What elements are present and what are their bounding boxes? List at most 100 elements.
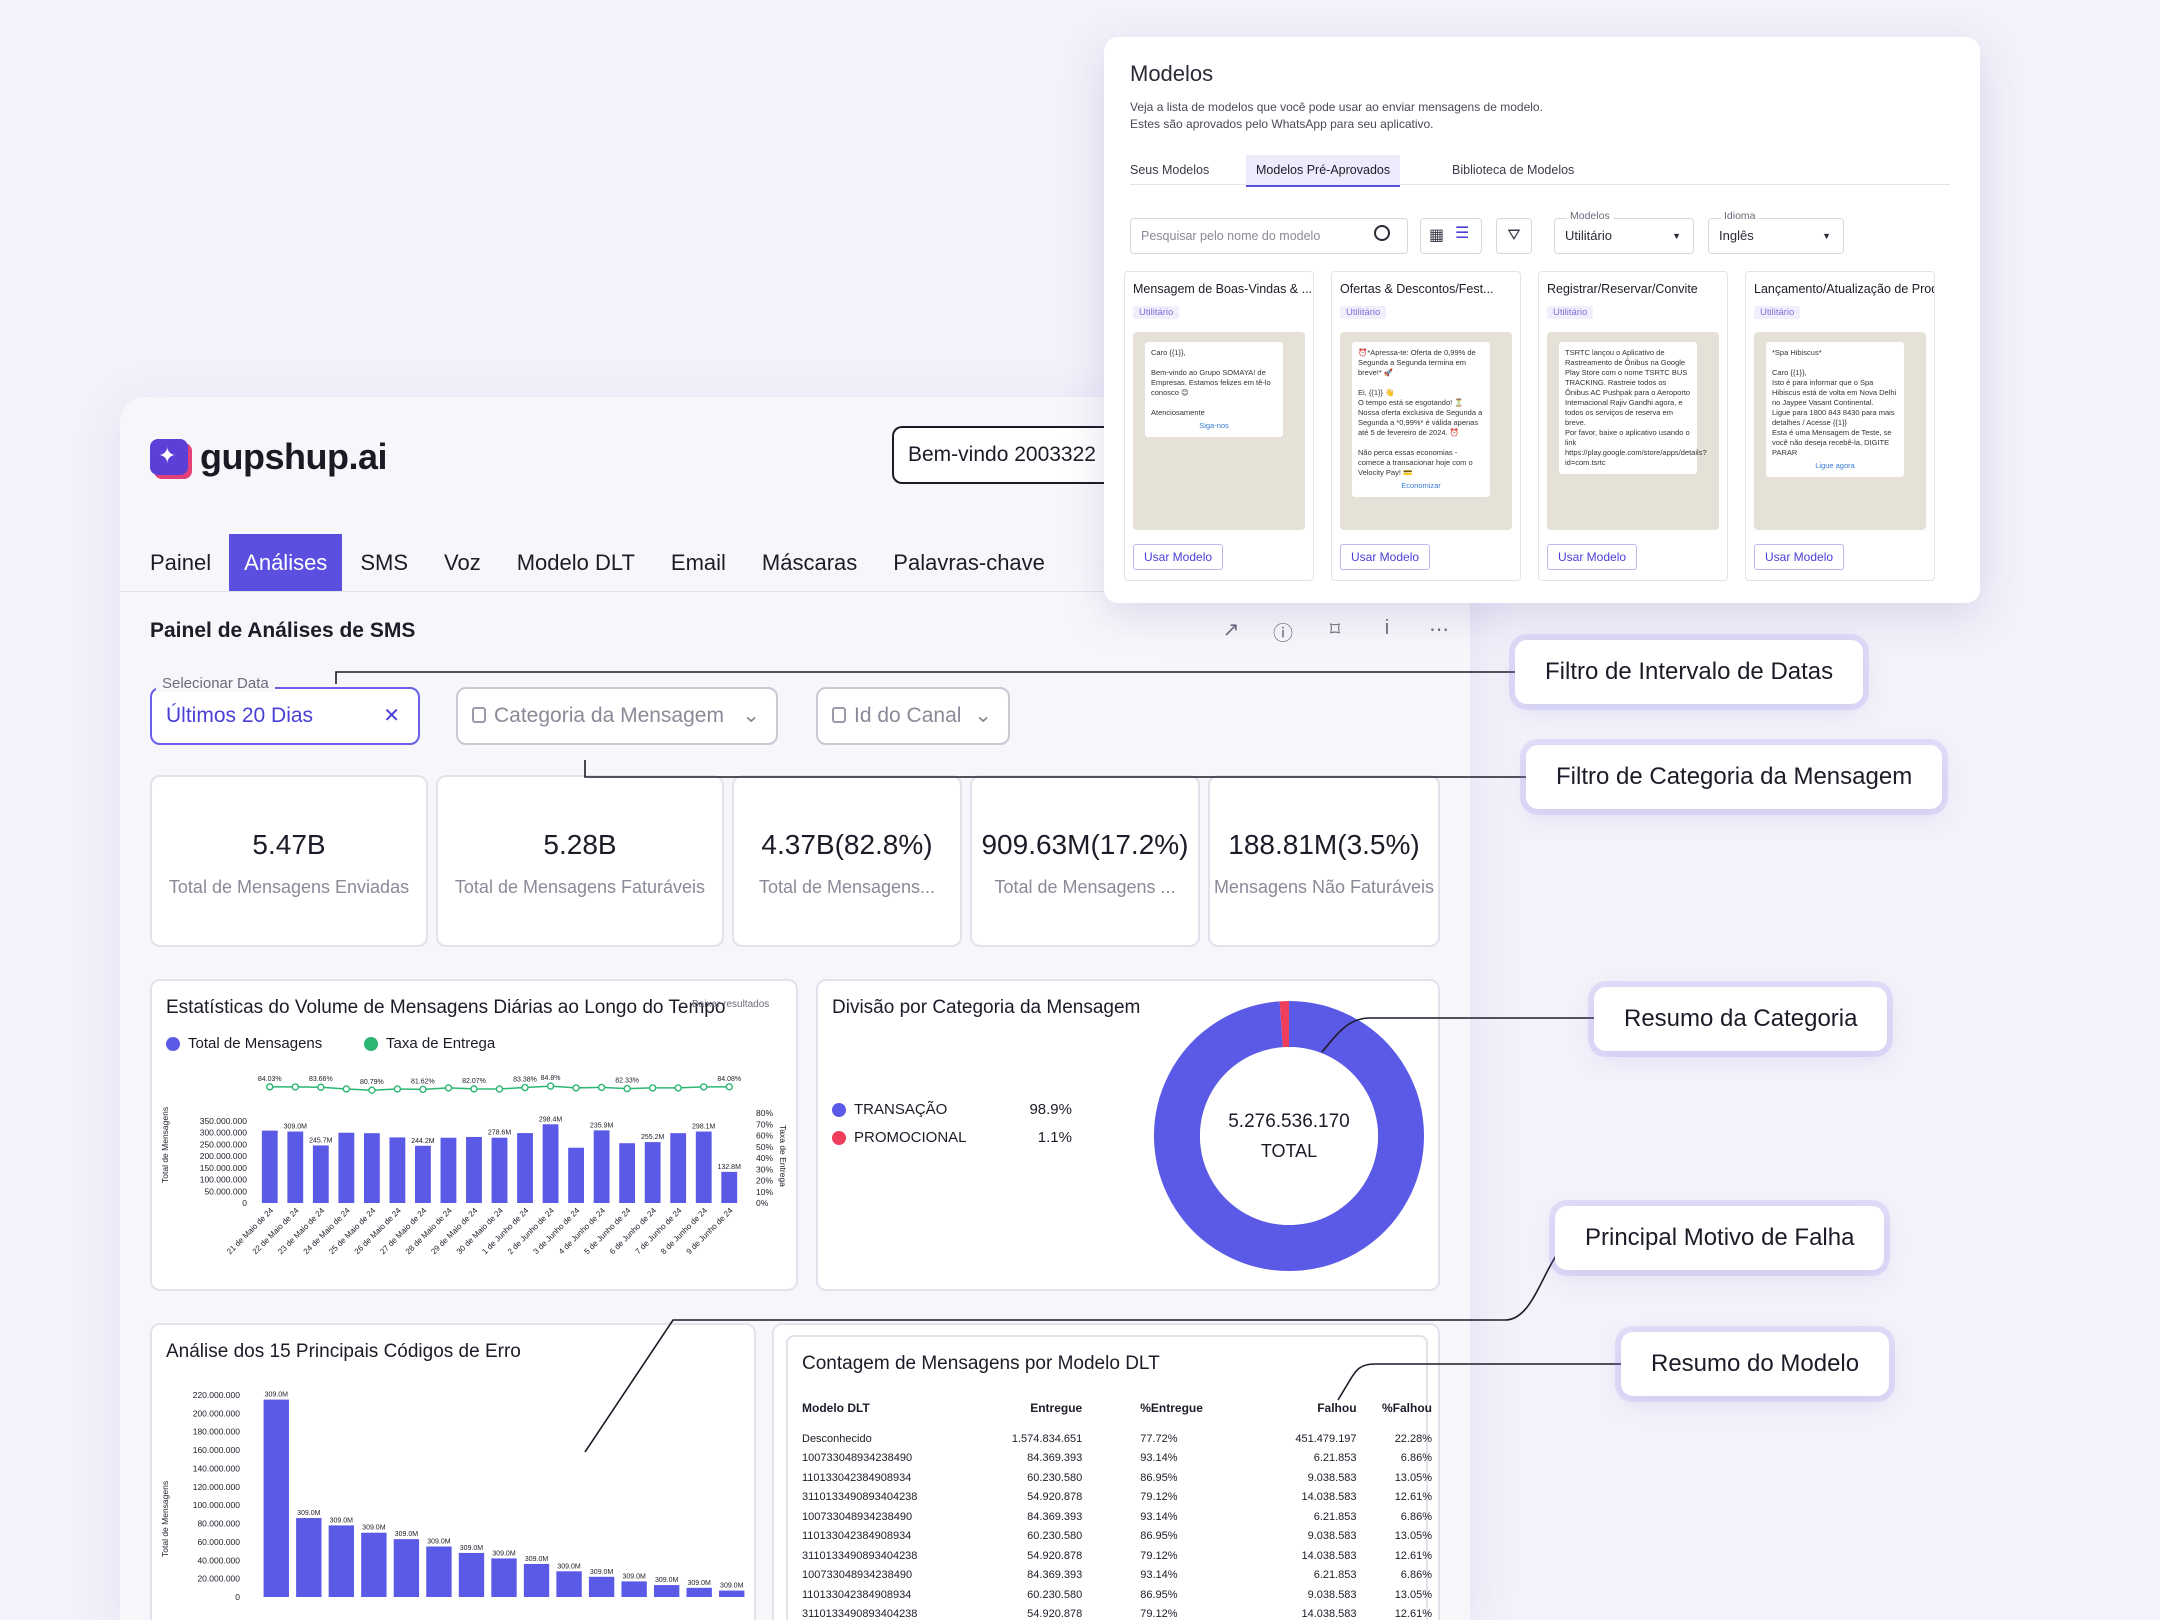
- kpi-label: Total de Mensagens ...: [994, 877, 1176, 897]
- brand-logo[interactable]: ✦ gupshup.ai: [150, 436, 388, 477]
- nav-item-modelo-dlt[interactable]: Modelo DLT: [516, 550, 635, 575]
- language-dropdown[interactable]: Idioma Inglês ▼: [1708, 209, 1844, 254]
- kpi-value: 5.47B: [252, 829, 326, 860]
- table-cell: 93.14%: [1140, 1569, 1178, 1582]
- grid-view-icon[interactable]: ▦: [1429, 227, 1445, 244]
- table-cell: 79.12%: [1140, 1549, 1178, 1562]
- table-cell: 86.95%: [1140, 1471, 1178, 1484]
- use-template-button[interactable]: Usar Modelo: [1133, 544, 1224, 570]
- y2-tick-label: 80%: [756, 1108, 773, 1118]
- delivery-rate-point: [597, 1083, 606, 1092]
- kpi-value: 909.63M(17.2%): [981, 829, 1189, 860]
- kpi-card: 909.63M(17.2%) Total de Mensagens ...: [970, 775, 1200, 947]
- y2-tick-label: 20%: [756, 1176, 773, 1186]
- list-view-icon[interactable]: ☰: [1455, 225, 1470, 242]
- template-search-input[interactable]: Pesquisar pelo nome do modelo: [1130, 218, 1408, 254]
- language-dropdown-value: Inglês: [1719, 228, 1754, 243]
- more-icon[interactable]: ⋯: [1429, 619, 1449, 641]
- table-cell: 84.369.393: [1027, 1569, 1083, 1582]
- main-nav: Painel Análises SMS Voz Modelo DLT Email…: [120, 534, 1470, 592]
- template-preview: TSRTC lançou o Aplicativo de Rastreament…: [1547, 332, 1719, 530]
- caret-down-icon: ▼: [1672, 231, 1681, 241]
- table-row: 311013349089340423​8 54.920.878 79.12% 14.0…: [802, 1488, 1432, 1508]
- bookmark-icon[interactable]: ⌑: [1329, 619, 1341, 641]
- bar: [588, 1576, 615, 1597]
- bar: [312, 1145, 329, 1203]
- tab-template-library[interactable]: Biblioteca de Modelos: [1452, 163, 1575, 177]
- category-chart-title: Divisão por Categoria da Mensagem: [832, 997, 1141, 1018]
- message-cta-link[interactable]: Economizar: [1401, 481, 1441, 490]
- table-cell: 13.05%: [1394, 1471, 1432, 1484]
- y2-tick-label: 30%: [756, 1164, 773, 1174]
- date-range-filter[interactable]: Últimos 20 Dias ✕: [150, 687, 420, 745]
- message-category-select[interactable]: Categoria da Mensagem ⌄: [456, 687, 778, 745]
- search-icon[interactable]: [1374, 225, 1390, 241]
- tab-your-templates[interactable]: Seus Modelos: [1130, 163, 1210, 177]
- template-card: Ofertas & Descontos/Fest... Utilitário ⏰*A…: [1331, 271, 1521, 581]
- bar-value-label: 309.0M: [688, 1580, 712, 1587]
- y-tick-label: 120.000.000: [193, 1482, 241, 1492]
- table-cell: 60.230.580: [1027, 1530, 1083, 1543]
- delivery-rate-point: [393, 1085, 402, 1093]
- chevron-down-icon: ⌄: [974, 704, 992, 727]
- donut-total-label: TOTAL: [1260, 1141, 1318, 1161]
- y-tick-label: 150.000.000: [200, 1163, 248, 1173]
- filter-icon[interactable]: ⛛: [1496, 218, 1532, 254]
- nav-item-palavras-chave[interactable]: Palavras-chave: [893, 550, 1045, 575]
- connector-date: [335, 671, 1518, 684]
- delivery-rate-label: 80.79%: [360, 1079, 384, 1086]
- use-template-button[interactable]: Usar Modelo: [1754, 544, 1845, 570]
- nav-item-email[interactable]: Email: [670, 550, 726, 575]
- table-cell: 12.61%: [1394, 1608, 1432, 1620]
- view-toggle[interactable]: ▦ ☰: [1420, 218, 1482, 254]
- message-cta-link[interactable]: Ligue agora: [1815, 461, 1855, 470]
- gupshup-logo-icon: ✦: [150, 439, 188, 475]
- delivery-rate-label: 83.66%: [309, 1076, 333, 1083]
- download-results-link[interactable]: Baixar resultados: [692, 999, 770, 1010]
- tab-pre-approved[interactable]: Modelos Pré-Aprovados: [1246, 155, 1401, 187]
- nav-item-sms[interactable]: SMS: [360, 550, 408, 575]
- template-category-badge: Utilitário: [1754, 306, 1801, 319]
- y-tick-label: 40.000.000: [197, 1555, 240, 1565]
- category-pct: 1.1%: [1037, 1129, 1072, 1146]
- y-tick-label: 160.000.000: [193, 1445, 241, 1455]
- nav-item-analises[interactable]: Análises: [229, 534, 343, 591]
- nav-item-painel[interactable]: Painel: [150, 550, 212, 575]
- table-cell: 86.95%: [1140, 1530, 1178, 1543]
- y-tick-label: 0: [235, 1592, 240, 1602]
- y2-tick-label: 10%: [756, 1187, 773, 1197]
- use-template-button[interactable]: Usar Modelo: [1547, 544, 1638, 570]
- delivery-rate-label: 84.03%: [258, 1076, 282, 1083]
- table-cell: 13.05%: [1394, 1530, 1432, 1543]
- bar-value-label: 309.0M: [330, 1517, 354, 1524]
- bar: [517, 1133, 533, 1203]
- legend-item: Taxa de Entrega: [364, 1035, 495, 1052]
- delivery-rate-point: [291, 1083, 299, 1091]
- bar: [523, 1563, 550, 1597]
- modal-description: Veja a lista de modelos que você pode us…: [1130, 99, 1650, 133]
- info-icon[interactable]: i: [1384, 617, 1390, 639]
- channel-id-select[interactable]: Id do Canal ⌄: [816, 687, 1010, 745]
- table-row: 110133042384908934 60.230.580 86.95% 9.038.…: [802, 1527, 1432, 1547]
- templates-modal: Modelos Veja a lista de modelos que você…: [1104, 37, 1980, 603]
- template-card: Mensagem de Boas-Vindas & ... Utilitário C…: [1124, 271, 1314, 581]
- nav-item-voz[interactable]: Voz: [444, 550, 481, 575]
- nav-item-mascaras[interactable]: Máscaras: [761, 550, 858, 575]
- info-circle-icon[interactable]: ⓘ: [1273, 623, 1293, 645]
- callout-failure-reason: Principal Motivo de Falha: [1555, 1206, 1885, 1270]
- bar-value-label: 309.0M: [655, 1577, 679, 1584]
- table-cell: 6.21.853: [1313, 1569, 1357, 1582]
- clear-icon[interactable]: ✕: [383, 705, 400, 727]
- bar: [328, 1525, 355, 1597]
- bar-value-label: 298.1M: [692, 1124, 716, 1131]
- use-template-button[interactable]: Usar Modelo: [1340, 544, 1431, 570]
- category-icon: [472, 707, 486, 723]
- callout-template-summary: Resumo do Modelo: [1621, 1332, 1890, 1396]
- bar: [491, 1558, 517, 1597]
- message-cta-link[interactable]: Siga-nos: [1199, 421, 1229, 430]
- table-cell: 54.920.878: [1027, 1608, 1083, 1620]
- y-axis-label: Total de Mensagens: [160, 1481, 170, 1557]
- external-link-icon[interactable]: ↗: [1222, 619, 1240, 641]
- models-dropdown[interactable]: Modelos Utilitário ▼: [1554, 209, 1694, 254]
